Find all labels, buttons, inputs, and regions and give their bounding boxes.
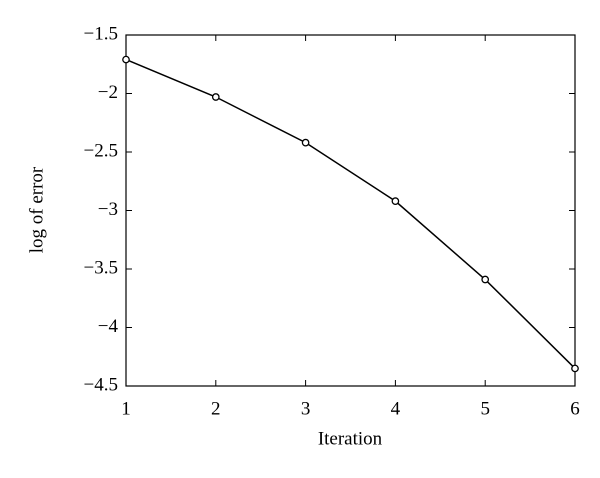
y-tick-label: −4 bbox=[98, 316, 119, 337]
x-tick-label: 6 bbox=[570, 398, 580, 419]
y-axis-label: log of error bbox=[26, 166, 47, 253]
data-point bbox=[211, 93, 220, 101]
y-tick-label: −3 bbox=[98, 199, 118, 220]
x-axis-label: Iteration bbox=[318, 428, 383, 449]
data-line bbox=[125, 58, 576, 369]
data-point bbox=[301, 138, 310, 147]
x-tick-label: 3 bbox=[301, 398, 311, 419]
data-point bbox=[481, 275, 490, 284]
data-point bbox=[122, 55, 130, 64]
x-tick-label: 4 bbox=[391, 398, 401, 419]
y-tick-label: −2.5 bbox=[84, 140, 118, 161]
y-tick-label: −1.5 bbox=[84, 23, 118, 44]
x-tick-label: 5 bbox=[480, 398, 490, 419]
data-point bbox=[571, 364, 579, 373]
x-tick-label: 1 bbox=[121, 398, 131, 419]
y-tick-label: −3.5 bbox=[84, 257, 118, 278]
y-tick-label: −2 bbox=[98, 82, 118, 103]
x-tick-label: 2 bbox=[211, 398, 221, 419]
data-point bbox=[391, 197, 400, 205]
y-tick-label: −4.5 bbox=[84, 374, 118, 395]
